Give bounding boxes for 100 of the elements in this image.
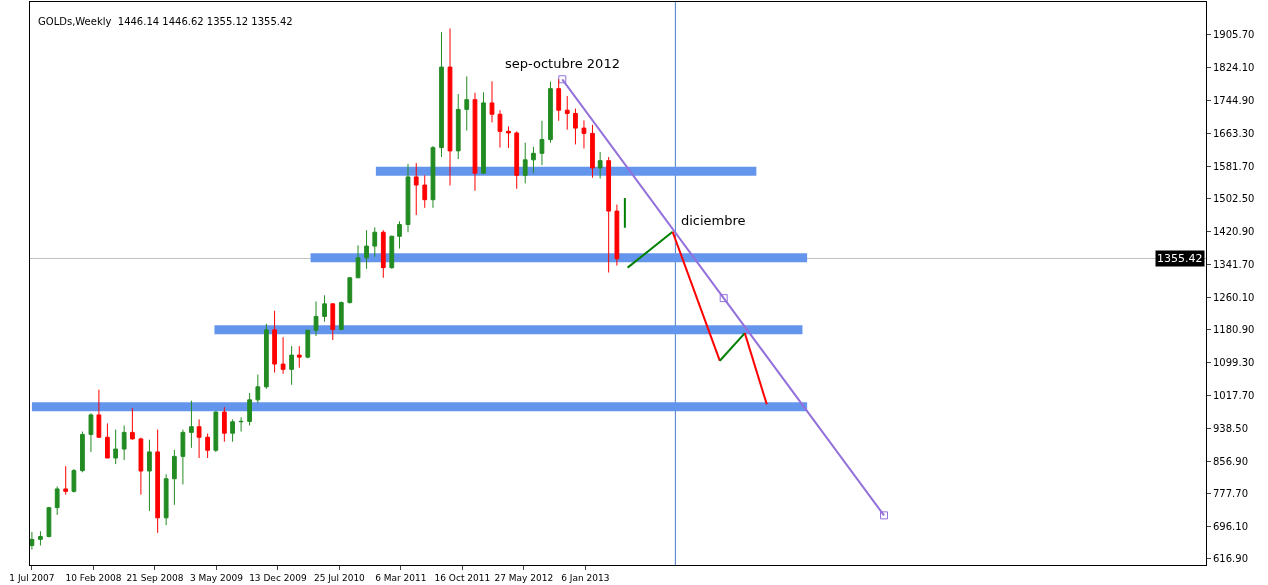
candlestick <box>597 151 603 180</box>
x-tick-label: 21 Sep 2008 <box>126 572 184 583</box>
candlestick <box>447 27 453 186</box>
x-tick-label: 25 Jul 2010 <box>313 572 366 583</box>
candlestick <box>238 416 244 433</box>
candlestick <box>439 31 444 158</box>
x-tick-label: 6 Jan 2013 <box>561 572 610 583</box>
candlestick <box>389 235 395 270</box>
candlestick <box>581 119 587 149</box>
point <box>880 511 888 520</box>
candlestick <box>147 439 152 512</box>
candlestick <box>472 92 478 192</box>
candlestick <box>481 91 486 174</box>
y-tick-label: 777.70 <box>1213 488 1248 500</box>
candlestick <box>322 294 327 323</box>
candlestick <box>330 302 336 341</box>
candlestick <box>455 93 461 160</box>
candlestick <box>138 437 144 496</box>
candlestick <box>196 418 202 459</box>
x-tick-label: 13 Dec 2009 <box>249 572 307 583</box>
candlestick <box>155 429 161 534</box>
candlestick <box>113 429 119 465</box>
candlestick <box>556 78 562 122</box>
text: GOLDs,Weekly 1446.14 1446.62 1355.12 1355.42 <box>38 15 293 27</box>
candlestick <box>364 229 369 270</box>
candlestick <box>38 530 43 546</box>
candlestick <box>247 392 252 426</box>
x-tick-label: 3 May 2009 <box>189 572 244 583</box>
candlestick <box>263 323 269 390</box>
candlestick <box>313 300 319 337</box>
candlestick <box>46 506 52 538</box>
y-tick-label: 1260.10 <box>1213 291 1255 303</box>
candlestick <box>180 429 186 485</box>
y-tick-label: 1420.90 <box>1213 226 1255 238</box>
candlestick <box>372 226 378 258</box>
candlestick <box>30 531 35 551</box>
candlestick <box>272 310 277 374</box>
candlestick <box>63 465 69 496</box>
x-tick-label: 10 Feb 2008 <box>65 572 122 583</box>
candlestick <box>289 345 294 386</box>
y-tick-label: 696.10 <box>1213 521 1248 533</box>
candlestick <box>189 400 194 449</box>
candlestick <box>464 75 470 132</box>
point <box>719 294 728 303</box>
candlestick <box>172 449 177 506</box>
candlestick <box>380 229 386 279</box>
candlestick <box>506 125 511 149</box>
x-tick-label: 27 May 2012 <box>494 572 554 583</box>
candlestick <box>430 145 436 209</box>
x-tick-label: 16 Oct 2011 <box>434 572 491 583</box>
candlestick <box>338 300 344 331</box>
y-tick-label: 1341.70 <box>1213 258 1255 270</box>
x-tick-label: 6 Mar 2011 <box>375 572 427 583</box>
candlestick <box>539 120 545 166</box>
candlestick <box>573 108 578 145</box>
candlestick <box>280 336 286 375</box>
y-tick-label: 1744.90 <box>1213 94 1255 106</box>
annotation: sep-octubre 2012 <box>505 56 620 71</box>
y-tick-label: 1663.30 <box>1213 127 1255 139</box>
y-tick-label: 938.50 <box>1213 422 1248 434</box>
candlestick <box>105 422 110 459</box>
candlestick <box>54 485 60 516</box>
point <box>558 75 567 84</box>
candlestick <box>121 424 127 461</box>
y-tick-label: 1905.70 <box>1213 29 1255 41</box>
y-tick-label: 1824.10 <box>1213 62 1255 74</box>
candlestick <box>522 142 528 184</box>
candlestick <box>213 410 219 453</box>
candlestick <box>606 156 612 274</box>
candlestick <box>163 473 169 526</box>
ref-line-label: 1355.42 <box>1157 252 1203 265</box>
candlestick <box>296 345 302 369</box>
candlestick <box>255 374 261 404</box>
annotation: diciembre <box>681 213 746 228</box>
candlestick <box>422 174 428 209</box>
candlestick <box>347 276 353 304</box>
candlestick <box>80 431 85 473</box>
candlestick <box>205 433 210 459</box>
candlestick <box>497 109 503 149</box>
y-tick-label: 1017.70 <box>1213 390 1255 402</box>
candlestick <box>413 162 419 216</box>
candlestick <box>130 407 135 441</box>
candlestick <box>531 146 536 174</box>
candlestick <box>230 418 235 443</box>
candlestick <box>397 220 402 250</box>
candlestick <box>590 124 595 179</box>
candlestick <box>305 329 311 359</box>
y-tick-label: 1099.30 <box>1213 357 1255 369</box>
candlestick <box>548 81 553 144</box>
candlestick <box>405 163 411 233</box>
candlestick <box>355 244 361 279</box>
candlestick <box>564 95 570 131</box>
candlestick <box>71 468 77 494</box>
candlestick <box>614 204 620 267</box>
y-tick-label: 616.90 <box>1213 553 1248 565</box>
y-tick-label: 1581.70 <box>1213 160 1255 172</box>
candlestick <box>96 389 102 439</box>
y-tick-label: 1180.90 <box>1213 324 1255 336</box>
candlestick <box>88 412 94 453</box>
y-tick-label: 1502.50 <box>1213 193 1255 205</box>
